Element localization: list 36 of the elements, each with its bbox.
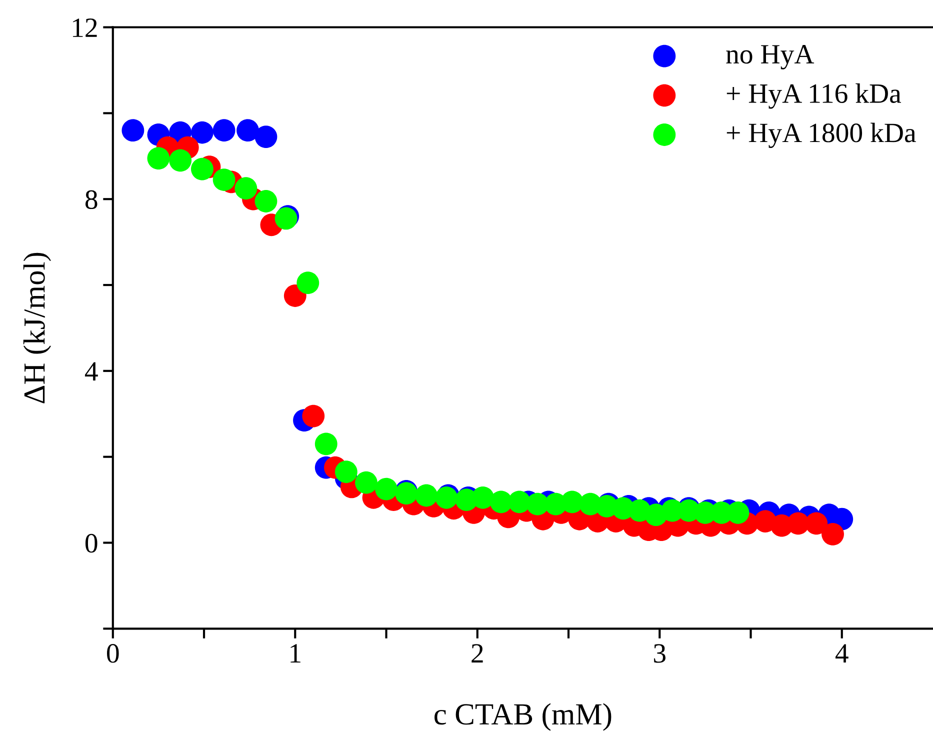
y-tick-label: 8 xyxy=(85,190,98,210)
point xyxy=(236,119,259,142)
legend-label: + HyA 116 kDa xyxy=(726,83,902,109)
x-tick-label: 2 xyxy=(472,644,483,663)
point xyxy=(302,404,325,428)
legend-label: no HyA xyxy=(726,45,814,70)
y-tick-label: 12 xyxy=(72,18,97,37)
point xyxy=(415,484,438,507)
point xyxy=(284,284,306,307)
point xyxy=(355,471,378,494)
point xyxy=(375,478,398,500)
x-axis-title: c CTAB (mM) xyxy=(434,703,612,731)
legend-label: + HyA 1800 kDa xyxy=(726,122,916,148)
point xyxy=(254,126,278,148)
y-tick-label: 4 xyxy=(84,362,98,381)
y-tick-label: 0 xyxy=(85,534,98,553)
point xyxy=(147,147,170,170)
point xyxy=(296,272,320,294)
point xyxy=(190,121,214,144)
point xyxy=(234,177,258,200)
x-tick-label: 4 xyxy=(835,644,848,663)
point xyxy=(822,522,844,546)
point xyxy=(314,432,338,456)
point xyxy=(212,168,236,191)
y-axis-title: ΔH (kJ/mol) xyxy=(23,252,52,404)
point xyxy=(490,490,512,514)
x-tick-label: 0 xyxy=(107,644,119,663)
point xyxy=(472,486,494,509)
point xyxy=(212,119,236,142)
point xyxy=(122,119,144,142)
x-tick-label: 3 xyxy=(654,644,666,663)
point xyxy=(169,149,192,172)
x-tick-label: 1 xyxy=(290,644,300,663)
point xyxy=(805,512,828,535)
point xyxy=(190,158,214,180)
point xyxy=(254,190,278,212)
